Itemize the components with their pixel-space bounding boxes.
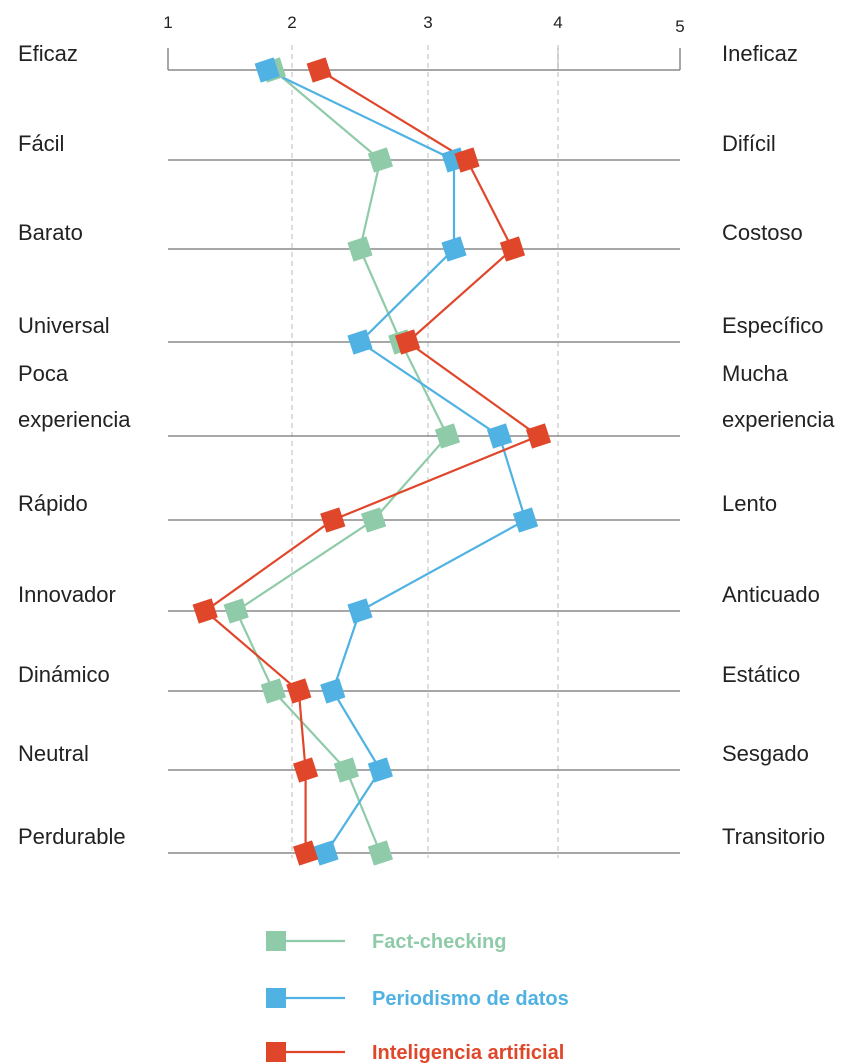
series-3-point (306, 57, 332, 83)
legend-label: Periodismo de datos (372, 988, 569, 1010)
left-pole-label: Fácil (18, 131, 64, 156)
right-pole-label: experiencia (722, 407, 835, 432)
series-layer (192, 57, 552, 866)
left-pole-label: Dinámico (18, 662, 110, 687)
series-1-point (260, 678, 287, 704)
series-3-point (192, 598, 218, 624)
right-pole-label: Costoso (722, 220, 803, 245)
series-1-point (434, 423, 461, 449)
left-pole-label: Universal (18, 313, 110, 338)
series-line-1 (234, 69, 449, 854)
series-3-point (292, 757, 319, 783)
left-pole-label: Perdurable (18, 824, 126, 849)
legend-label: Fact-checking (372, 931, 506, 953)
series-1-point (347, 236, 373, 262)
series-3-point (499, 236, 526, 262)
legend-swatch-1 (266, 931, 286, 951)
series-line-3 (203, 69, 541, 853)
series-1-point (333, 757, 360, 783)
left-pole-label: experiencia (18, 407, 131, 432)
right-pole-label: Transitorio (722, 824, 825, 849)
grid-layer (167, 45, 681, 858)
right-pole-label: Difícil (722, 131, 776, 156)
x-tick-label: 3 (423, 13, 432, 32)
right-pole-label: Anticuado (722, 582, 820, 607)
series-1-point (367, 147, 394, 173)
right-pole-label: Específico (722, 313, 824, 338)
right-pole-label: Mucha (722, 361, 789, 386)
series-3-point (394, 329, 421, 355)
legend-swatch-2 (266, 988, 286, 1008)
series-2-point (486, 423, 513, 449)
series-2-point (347, 329, 373, 355)
legend: Fact-checking Periodismo de datos Intelige… (266, 931, 569, 1063)
left-pole-label: Neutral (18, 741, 89, 766)
series-3-point (525, 423, 552, 449)
series-2-point (441, 236, 467, 262)
legend-swatch-3 (266, 1042, 286, 1062)
left-pole-label: Eficaz (18, 41, 78, 66)
x-ticks: 1 2 3 4 5 (163, 13, 684, 36)
right-pole-label: Ineficaz (722, 41, 798, 66)
right-pole-label: Estático (722, 662, 800, 687)
series-2-point (254, 57, 280, 83)
legend-label: Inteligencia artificial (372, 1042, 564, 1063)
left-pole-label: Innovador (18, 582, 116, 607)
x-tick-label: 4 (553, 13, 562, 32)
series-3-point (454, 147, 480, 173)
series-2-point (512, 507, 539, 533)
series-1-point (360, 507, 387, 533)
x-tick-label: 2 (287, 13, 296, 32)
series-line-2 (266, 69, 527, 854)
series-3-point (286, 678, 312, 704)
series-1-point (223, 598, 249, 624)
right-pole-label: Lento (722, 491, 777, 516)
series-2-point (320, 678, 346, 704)
left-pole-label: Rápido (18, 491, 88, 516)
left-pole-label: Barato (18, 220, 83, 245)
series-1-point (367, 840, 394, 866)
series-3-point (320, 507, 346, 533)
right-pole-label: Sesgado (722, 741, 809, 766)
series-3-point (292, 840, 319, 866)
series-2-point (367, 757, 394, 783)
x-tick-label: 5 (675, 17, 684, 36)
left-pole-label: Poca (18, 361, 69, 386)
series-2-point (313, 840, 339, 866)
pair-labels: Eficaz Ineficaz Fácil Difícil Barato Costoso U… (18, 41, 835, 849)
x-tick-label: 1 (163, 13, 172, 32)
series-2-point (347, 598, 373, 624)
